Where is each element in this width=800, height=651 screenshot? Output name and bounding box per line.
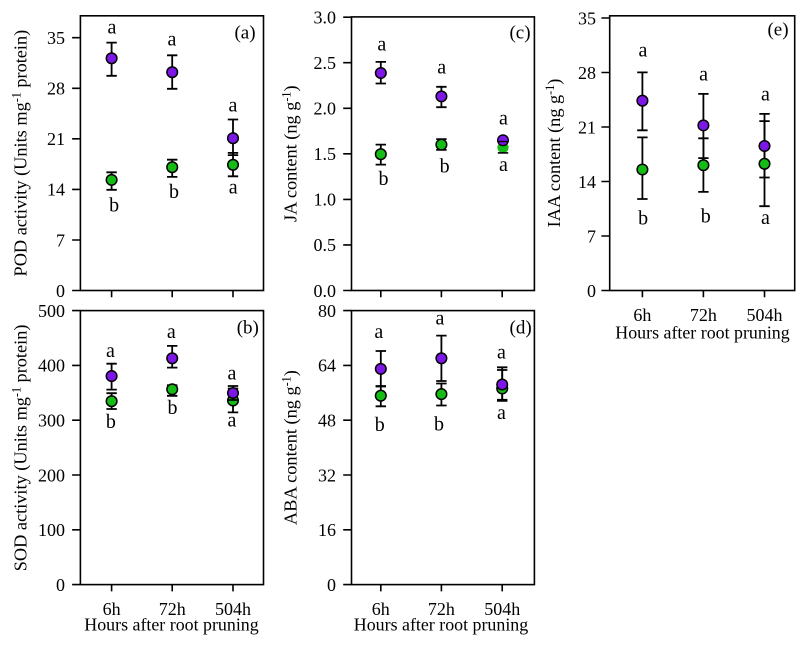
svg-text:(a): (a) xyxy=(234,22,255,43)
svg-text:0.5: 0.5 xyxy=(314,235,337,255)
svg-text:a: a xyxy=(229,95,238,117)
svg-text:0: 0 xyxy=(327,575,336,595)
svg-text:300: 300 xyxy=(38,411,65,431)
svg-text:a: a xyxy=(497,341,506,363)
svg-text:6h: 6h xyxy=(372,599,390,619)
svg-text:6h: 6h xyxy=(633,305,651,325)
svg-text:a: a xyxy=(374,321,383,343)
svg-text:a: a xyxy=(499,108,508,130)
svg-text:ABA content (ng g-1): ABA content (ng g-1) xyxy=(280,370,302,525)
svg-text:a: a xyxy=(167,321,176,343)
svg-text:a: a xyxy=(377,34,386,56)
svg-text:POD activity (Units mg-1 prote: POD activity (Units mg-1 protein) xyxy=(10,30,32,277)
svg-text:504h: 504h xyxy=(215,599,251,619)
svg-text:a: a xyxy=(639,39,648,61)
svg-text:80: 80 xyxy=(318,301,336,321)
svg-text:b: b xyxy=(434,414,444,436)
svg-text:2.5: 2.5 xyxy=(314,53,337,73)
svg-text:a: a xyxy=(106,340,115,362)
svg-text:64: 64 xyxy=(318,356,336,376)
svg-text:14: 14 xyxy=(578,172,596,192)
svg-text:a: a xyxy=(229,176,238,198)
svg-text:400: 400 xyxy=(38,356,65,376)
svg-text:200: 200 xyxy=(38,465,65,485)
svg-text:7: 7 xyxy=(56,230,65,250)
svg-text:21: 21 xyxy=(47,129,65,149)
svg-text:14: 14 xyxy=(47,180,65,200)
svg-text:a: a xyxy=(228,363,237,385)
svg-text:b: b xyxy=(379,168,389,190)
svg-text:35: 35 xyxy=(47,28,65,48)
svg-text:72h: 72h xyxy=(690,305,717,325)
svg-text:(d): (d) xyxy=(510,317,532,338)
svg-text:504h: 504h xyxy=(484,599,520,619)
svg-text:1.0: 1.0 xyxy=(314,190,337,210)
svg-text:b: b xyxy=(106,411,116,433)
svg-text:b: b xyxy=(375,414,385,436)
svg-text:a: a xyxy=(761,207,770,229)
svg-text:a: a xyxy=(761,84,770,106)
svg-text:a: a xyxy=(499,154,508,176)
svg-text:b: b xyxy=(169,181,179,203)
svg-text:SOD activity (Units mg-1 prote: SOD activity (Units mg-1 protein) xyxy=(10,325,32,572)
svg-text:48: 48 xyxy=(318,411,336,431)
svg-text:a: a xyxy=(699,63,708,85)
svg-text:b: b xyxy=(109,194,119,216)
svg-text:b: b xyxy=(701,205,711,227)
svg-text:72h: 72h xyxy=(159,599,186,619)
svg-text:Hours after root pruning: Hours after root pruning xyxy=(84,615,258,635)
svg-text:a: a xyxy=(436,307,445,329)
svg-text:72h: 72h xyxy=(428,599,455,619)
svg-text:28: 28 xyxy=(578,63,596,83)
svg-text:100: 100 xyxy=(38,520,65,540)
svg-text:2.0: 2.0 xyxy=(314,99,337,119)
svg-text:a: a xyxy=(437,57,446,79)
svg-text:0: 0 xyxy=(56,281,65,301)
svg-text:500: 500 xyxy=(38,301,65,321)
svg-text:b: b xyxy=(638,207,648,229)
svg-text:16: 16 xyxy=(318,520,336,540)
svg-text:21: 21 xyxy=(578,117,596,137)
svg-text:a: a xyxy=(167,29,176,51)
svg-text:504h: 504h xyxy=(747,305,783,325)
svg-text:Hours after root pruning: Hours after root pruning xyxy=(354,615,528,635)
svg-text:JA content (ng g-1): JA content (ng g-1) xyxy=(280,85,302,222)
svg-text:32: 32 xyxy=(318,465,336,485)
svg-text:0.0: 0.0 xyxy=(314,281,337,301)
svg-text:35: 35 xyxy=(578,8,596,28)
svg-text:Hours after root pruning: Hours after root pruning xyxy=(615,322,789,342)
svg-text:a: a xyxy=(497,402,506,424)
svg-text:b: b xyxy=(168,397,178,419)
svg-text:0: 0 xyxy=(587,281,596,301)
svg-text:7: 7 xyxy=(587,226,596,246)
svg-text:6h: 6h xyxy=(103,599,121,619)
svg-text:3.0: 3.0 xyxy=(314,8,337,28)
svg-text:(c): (c) xyxy=(509,22,530,43)
svg-text:0: 0 xyxy=(56,575,65,595)
svg-text:b: b xyxy=(440,156,450,178)
svg-text:(b): (b) xyxy=(237,317,259,338)
svg-text:a: a xyxy=(107,17,116,39)
svg-text:a: a xyxy=(228,410,237,432)
svg-text:IAA content (ng g-1): IAA content (ng g-1) xyxy=(543,79,565,228)
svg-text:(e): (e) xyxy=(767,20,788,41)
svg-text:1.5: 1.5 xyxy=(314,144,337,164)
svg-text:28: 28 xyxy=(47,79,65,99)
